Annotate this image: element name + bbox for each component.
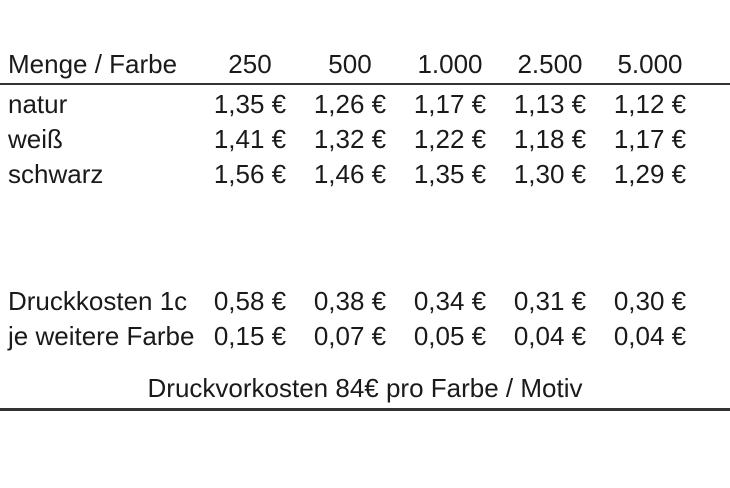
price-cell: 1,12 € (613, 89, 687, 119)
price-cell: 1,41 € (213, 124, 287, 154)
price-cell: 1,17 € (413, 89, 487, 119)
price-cell: 1,13 € (513, 89, 587, 119)
price-cell: 1,32 € (313, 124, 387, 154)
price-cell: 0,04 € (613, 321, 687, 351)
header-qty-250: 250 (228, 49, 272, 79)
price-cell: 0,04 € (513, 321, 587, 351)
header-qty-5000: 5.000 (617, 49, 683, 79)
price-table-sheet: Menge / Farbe 250 500 1.000 2.500 5.000 … (0, 46, 730, 488)
row-label-druckkosten-1c: Druckkosten 1c (8, 286, 188, 316)
table-row-druckkosten-1c: Druckkosten 1c 0,58 € 0,38 € 0,34 € 0,31… (0, 284, 730, 319)
table-row-je-weitere-farbe: je weitere Farbe 0,15 € 0,07 € 0,05 € 0,… (0, 319, 730, 354)
price-cell: 1,35 € (213, 89, 287, 119)
row-label-schwarz: schwarz (8, 159, 104, 189)
price-cell: 1,46 € (313, 159, 387, 189)
header-qty-1000: 1.000 (417, 49, 483, 79)
price-cell: 0,05 € (413, 321, 487, 351)
price-cell: 0,15 € (213, 321, 287, 351)
price-cell: 1,18 € (513, 124, 587, 154)
bottom-border-line (0, 408, 730, 411)
price-cell: 0,30 € (613, 286, 687, 316)
blank-gap (0, 192, 730, 284)
row-label-je-weitere-farbe: je weitere Farbe (8, 321, 195, 351)
price-cell: 1,30 € (513, 159, 587, 189)
header-qty-500: 500 (328, 49, 372, 79)
price-cell: 1,56 € (213, 159, 287, 189)
price-cell: 0,07 € (313, 321, 387, 351)
header-qty-2500: 2.500 (517, 49, 583, 79)
price-cell: 1,35 € (413, 159, 487, 189)
price-cell: 1,17 € (613, 124, 687, 154)
table-row-schwarz: schwarz 1,56 € 1,46 € 1,35 € 1,30 € 1,29… (0, 157, 730, 192)
price-cell: 0,34 € (413, 286, 487, 316)
price-cell: 0,58 € (213, 286, 287, 316)
row-label-weiss: weiß (8, 124, 63, 154)
price-cell: 0,38 € (313, 286, 387, 316)
setup-cost-note: Druckvorkosten 84€ pro Farbe / Motiv (147, 373, 583, 403)
header-label-menge-farbe: Menge / Farbe (8, 49, 178, 79)
price-cell: 1,29 € (613, 159, 687, 189)
row-label-natur: natur (8, 89, 68, 119)
price-cell: 1,26 € (313, 89, 387, 119)
table-row-weiss: weiß 1,41 € 1,32 € 1,22 € 1,18 € 1,17 € (0, 122, 730, 157)
table-header-row: Menge / Farbe 250 500 1.000 2.500 5.000 (0, 46, 730, 85)
table-row-natur: natur 1,35 € 1,26 € 1,17 € 1,13 € 1,12 € (0, 87, 730, 122)
price-cell: 0,31 € (513, 286, 587, 316)
price-cell: 1,22 € (413, 124, 487, 154)
